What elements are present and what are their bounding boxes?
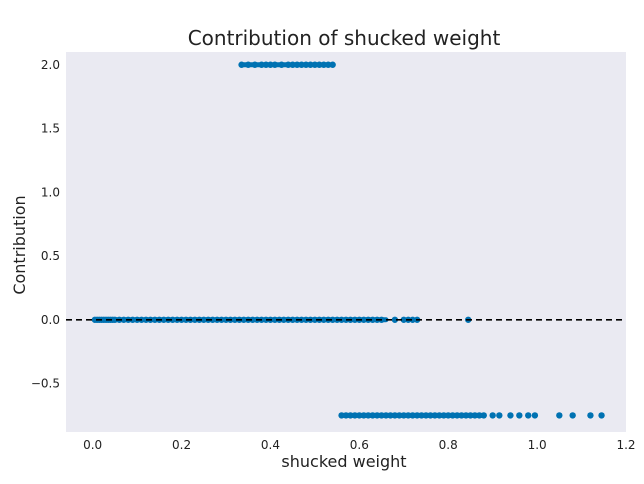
y-tick-label: 1.5: [41, 122, 60, 136]
scatter-point: [531, 412, 539, 419]
scatter-point: [391, 316, 399, 323]
scatter-point: [598, 412, 605, 419]
scatter-point: [587, 412, 594, 419]
scatter-point: [525, 412, 532, 419]
scatter-point: [409, 316, 416, 323]
scatter-point: [556, 412, 563, 419]
scatter-point: [496, 412, 503, 419]
scatter-point: [489, 412, 496, 419]
scatter-point: [507, 412, 514, 419]
x-tick-label: 0.2: [172, 438, 191, 452]
plot-area: [66, 52, 626, 432]
y-tick-label: 0.0: [41, 313, 60, 327]
scatter-point: [400, 316, 407, 323]
x-axis-label: shucked weight: [281, 452, 406, 471]
y-tick-label: 1.0: [41, 185, 60, 199]
x-tick-label: 1.2: [616, 438, 635, 452]
scatter-point: [569, 412, 576, 419]
scatter-points: [91, 61, 605, 419]
x-tick-label: 0.8: [439, 438, 458, 452]
y-tick-label: 0.5: [41, 249, 60, 263]
chart-title: Contribution of shucked weight: [188, 26, 501, 50]
scatter-point: [516, 412, 523, 419]
x-tick-label: 0.6: [350, 438, 369, 452]
y-axis-label: Contribution: [10, 195, 29, 294]
x-tick-label: 0.4: [261, 438, 280, 452]
y-axis-ticks: −0.5 0.0 0.5 1.0 1.5 2.0: [31, 58, 60, 391]
x-axis-ticks: 0.0 0.2 0.4 0.6 0.8 1.0 1.2: [83, 438, 635, 452]
x-tick-label: 0.0: [83, 438, 102, 452]
y-tick-label: −0.5: [31, 377, 60, 391]
x-tick-label: 1.0: [528, 438, 547, 452]
y-tick-label: 2.0: [41, 58, 60, 72]
